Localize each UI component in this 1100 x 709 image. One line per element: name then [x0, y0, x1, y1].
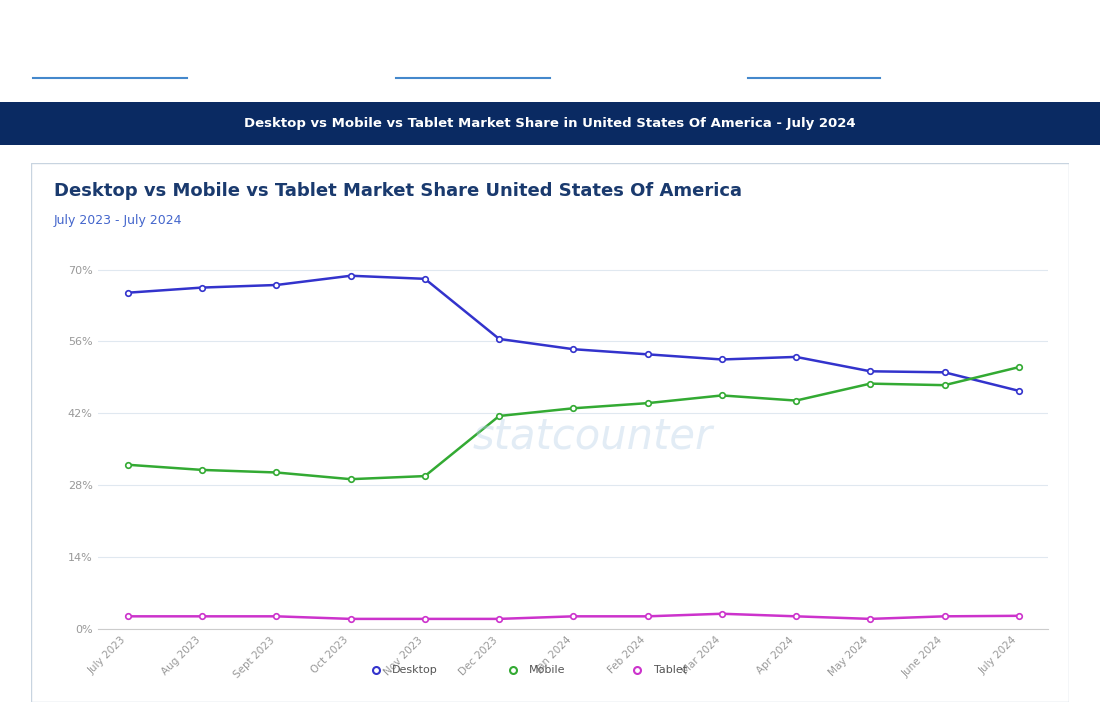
Text: Mobile: Mobile [529, 664, 565, 674]
Text: statcounter: statcounter [472, 415, 713, 457]
Text: 2.76%: 2.76% [748, 34, 864, 67]
Text: Edit Chart Data: Edit Chart Data [938, 186, 1046, 199]
Text: 50.84%: 50.84% [33, 34, 172, 67]
Text: Tablet: Tablet [653, 664, 688, 674]
Text: Desktop vs Mobile vs Tablet Market Share United States Of America: Desktop vs Mobile vs Tablet Market Share… [54, 182, 741, 200]
Text: July 2023 - July 2024: July 2023 - July 2024 [54, 214, 183, 228]
Bar [0, 101, 1100, 145]
Text: Mobile: Mobile [33, 11, 74, 24]
Text: Desktop: Desktop [393, 664, 438, 674]
Text: Desktop: Desktop [396, 11, 448, 24]
Text: 46.39%: 46.39% [396, 34, 535, 67]
Text: Tablet: Tablet [748, 11, 785, 24]
Text: Desktop vs Mobile vs Tablet Market Share in United States Of America - July 2024: Desktop vs Mobile vs Tablet Market Share… [244, 117, 856, 130]
